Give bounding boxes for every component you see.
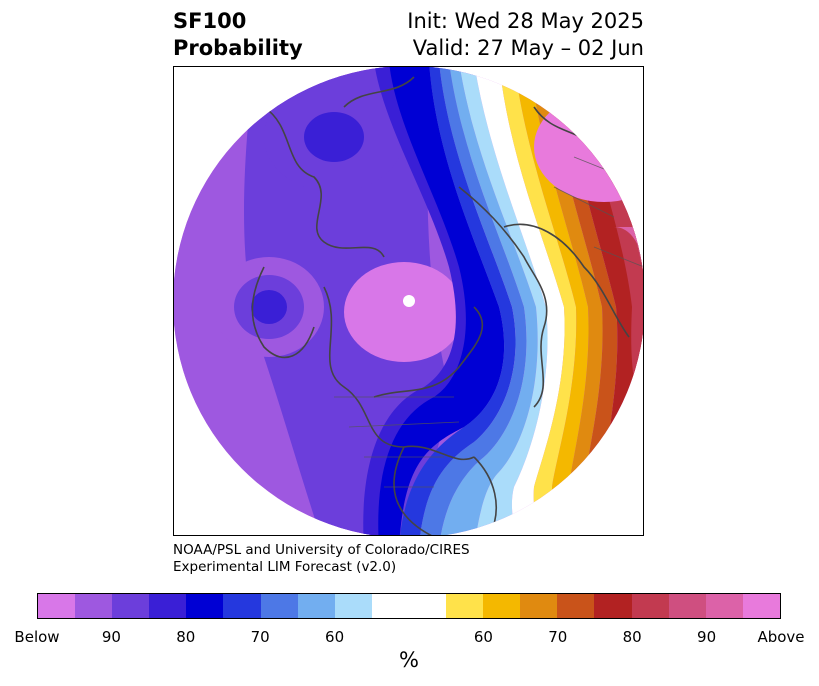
borders — [334, 156, 643, 488]
colorbar-segment-below-4 — [186, 594, 224, 618]
title-block: SF100 Probability — [173, 8, 303, 62]
valid-range: Valid: 27 May – 02 Jun — [412, 36, 644, 60]
colorbar-tick-label: 60 — [473, 628, 493, 646]
probability-map — [174, 67, 643, 535]
colorbar-tick-label: 80 — [622, 628, 642, 646]
below-50-band — [439, 67, 538, 535]
trough-core — [378, 67, 505, 535]
arctic-center-region — [344, 262, 464, 362]
colorbar-segment-below-7 — [297, 594, 335, 618]
colorbar-tick-label: 90 — [697, 628, 717, 646]
colorbar-segment-below-2 — [112, 594, 150, 618]
colorbar-tick-label: 90 — [101, 628, 121, 646]
colorbar-segment-below-0 — [38, 594, 76, 618]
colorbar-segment-above-2 — [520, 594, 558, 618]
colorbar-tick-label: Above — [757, 628, 805, 646]
below-40-band — [459, 67, 548, 535]
colorbar-tick-label: 70 — [250, 628, 270, 646]
below-70-band — [399, 67, 516, 535]
colorbar-segment-above-5 — [631, 594, 669, 618]
colorbar-segment-below-6 — [260, 594, 298, 618]
colorbar-segment-below-1 — [75, 594, 113, 618]
pacific-low-core — [251, 290, 287, 324]
credit-line-2: Experimental LIM Forecast (v2.0) — [173, 559, 397, 575]
trough-outer — [363, 67, 505, 535]
colorbar-tick-label: 60 — [325, 628, 345, 646]
above-60-band — [529, 67, 614, 535]
credit-line-1: NOAA/PSL and University of Colorado/CIRE… — [173, 542, 470, 558]
colorbar-segment-neutral — [371, 594, 447, 618]
colorbar-unit: % — [399, 648, 419, 672]
colorbar-segment-above-6 — [668, 594, 706, 618]
arctic-low-core — [304, 112, 364, 162]
colorbar-segment-below-3 — [149, 594, 187, 618]
colorbar — [37, 593, 781, 619]
init-date: Init: Wed 28 May 2025 — [407, 9, 644, 33]
colorbar-segment-above-8 — [742, 594, 780, 618]
colorbar-segment-above-3 — [557, 594, 595, 618]
colorbar-segment-above-4 — [594, 594, 632, 618]
colorbar-tick-label: Below — [14, 628, 60, 646]
above-50-band — [514, 67, 589, 535]
credit-block: NOAA/PSL and University of Colorado/CIRE… — [173, 542, 470, 576]
colorbar-segment-above-7 — [705, 594, 743, 618]
above-40-band — [499, 67, 577, 535]
product-name: SF100 — [173, 9, 247, 33]
neutral-band — [474, 67, 565, 535]
date-block: Init: Wed 28 May 2025 Valid: 27 May – 02… — [407, 8, 644, 62]
product-type: Probability — [173, 36, 303, 60]
colorbar-segment-below-5 — [223, 594, 261, 618]
colorbar-segment-above-0 — [446, 594, 484, 618]
map-panel — [173, 66, 644, 536]
colorbar-segment-below-8 — [334, 594, 372, 618]
colorbar-segment-above-1 — [483, 594, 521, 618]
north-pole-marker — [403, 295, 415, 307]
below-60-band — [419, 67, 527, 535]
colorbar-tick-label: 70 — [548, 628, 568, 646]
colorbar-tick-label: 80 — [176, 628, 196, 646]
